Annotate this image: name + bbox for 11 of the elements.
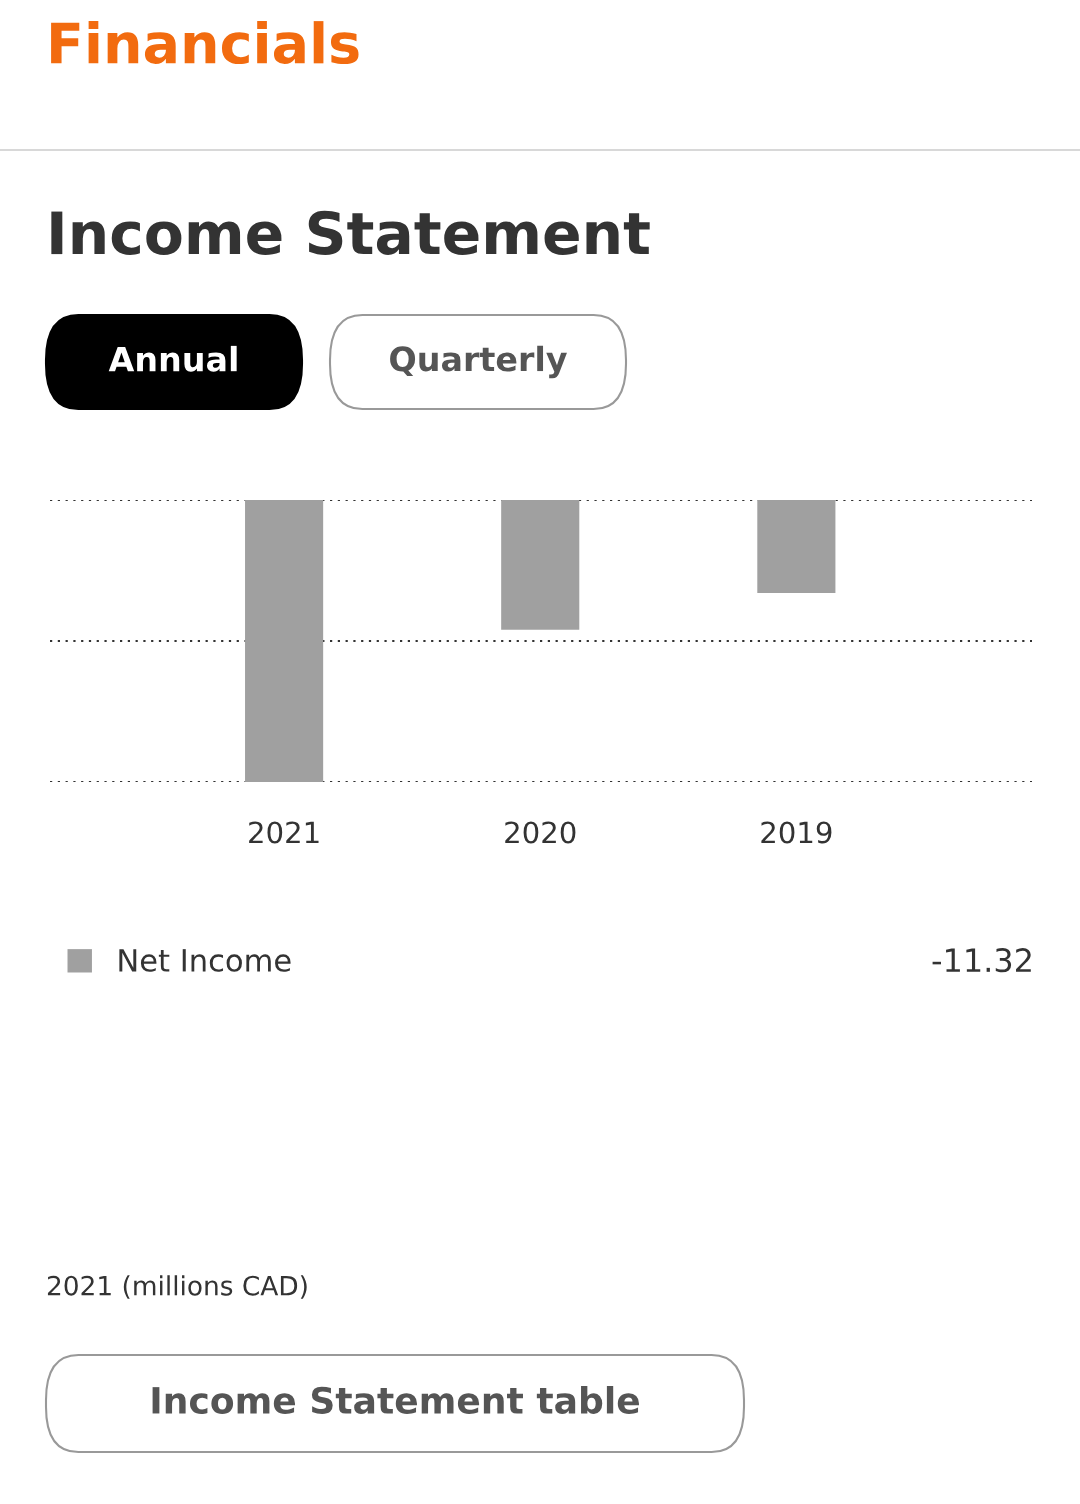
text: -11.32 [932, 948, 1031, 973]
chart-title: Financials [51, 21, 359, 65]
text: Income Statement table [152, 1386, 639, 1414]
x-tick-label: 2021 [249, 821, 319, 844]
legend-label: Net Income [119, 949, 291, 972]
x-tick-label: 2019 [761, 821, 832, 844]
text: Annual [108, 345, 237, 372]
text: Quarterly [390, 345, 567, 379]
x-tick-label: 2020 [505, 821, 576, 844]
text: 2021 (millions CAD) [47, 1275, 307, 1299]
chart-subtitle: Income Statement [51, 210, 650, 255]
